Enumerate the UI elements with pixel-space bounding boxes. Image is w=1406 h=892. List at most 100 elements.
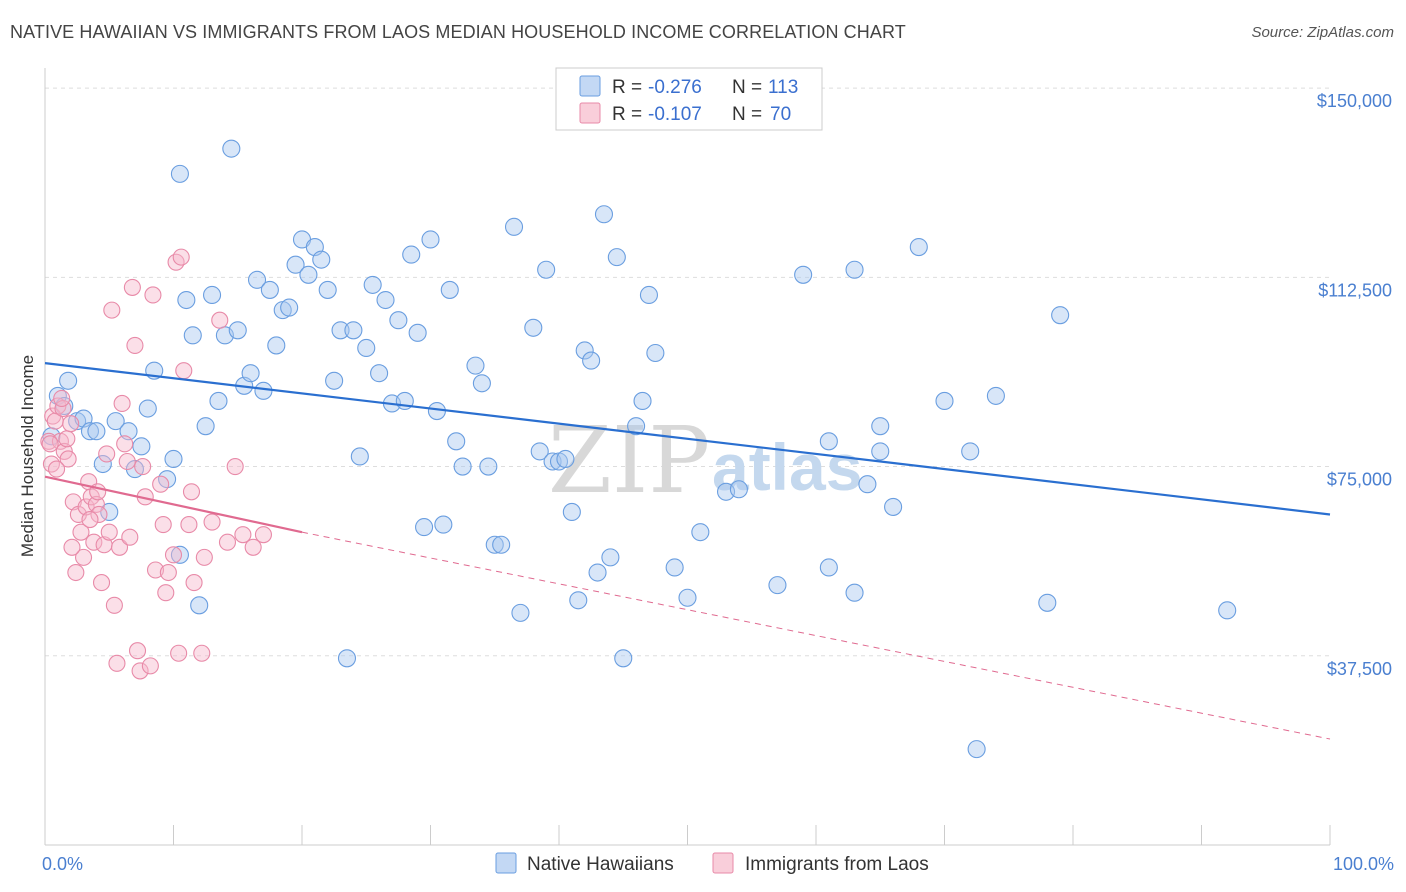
point-native-hawaiians	[254, 381, 273, 400]
point-native-hawaiians	[594, 205, 614, 224]
point-native-hawaiians	[164, 449, 183, 469]
point-native-hawaiians	[871, 442, 890, 461]
point-native-hawaiians	[530, 442, 549, 461]
point-native-hawaiians	[1038, 593, 1057, 612]
point-native-hawaiians	[337, 649, 357, 668]
point-immigrants-laos	[185, 574, 203, 592]
y-tick-label: $75,000	[1327, 470, 1392, 490]
point-immigrants-laos	[131, 662, 149, 680]
point-immigrants-laos	[180, 516, 198, 534]
point-native-hawaiians	[132, 437, 151, 456]
point-immigrants-laos	[87, 495, 105, 513]
point-immigrants-laos	[218, 533, 237, 551]
point-native-hawaiians	[819, 432, 838, 451]
point-native-hawaiians	[858, 475, 877, 494]
point-immigrants-laos	[144, 286, 162, 304]
point-native-hawaiians	[440, 280, 459, 299]
point-native-hawaiians	[177, 290, 196, 310]
point-native-hawaiians	[768, 576, 787, 595]
point-native-hawaiians	[845, 260, 864, 279]
point-native-hawaiians	[453, 457, 472, 476]
point-native-hawaiians	[357, 338, 376, 358]
bottom-legend-label-immigrants-laos: Immigrants from Laos	[745, 854, 929, 875]
x-tick-label-min: 0.0%	[42, 854, 83, 874]
point-native-hawaiians	[1218, 601, 1237, 620]
point-immigrants-laos	[126, 336, 144, 354]
point-native-hawaiians	[524, 318, 543, 337]
trendline-native-hawaiians	[44, 362, 1331, 516]
y-tick-label: $37,500	[1327, 659, 1392, 679]
point-native-hawaiians	[472, 374, 491, 393]
point-native-hawaiians	[691, 523, 710, 542]
point-immigrants-laos	[48, 460, 66, 478]
point-native-hawaiians	[402, 245, 421, 264]
point-native-hawaiians	[363, 275, 382, 294]
trend-layer	[44, 362, 1331, 740]
point-native-hawaiians	[196, 417, 215, 436]
point-native-hawaiians	[582, 351, 601, 370]
point-native-hawaiians	[260, 280, 279, 299]
trendline-immigrants-laos-extension	[301, 531, 1331, 740]
point-native-hawaiians	[331, 321, 350, 340]
point-native-hawaiians	[665, 558, 684, 577]
point-immigrants-laos	[172, 248, 190, 266]
point-immigrants-laos	[59, 450, 77, 468]
point-immigrants-laos	[123, 278, 141, 296]
point-native-hawaiians	[871, 417, 890, 436]
point-immigrants-laos	[193, 644, 211, 662]
point-immigrants-laos	[244, 538, 262, 556]
point-immigrants-laos	[72, 523, 90, 541]
point-immigrants-laos	[64, 493, 82, 511]
point-native-hawaiians	[627, 417, 646, 436]
point-native-hawaiians	[222, 139, 241, 158]
point-native-hawaiians	[961, 442, 980, 461]
legend-swatch-native-hawaiians	[579, 75, 601, 97]
bottom-legend-swatch-immigrants-laos	[712, 852, 734, 874]
point-native-hawaiians	[80, 422, 100, 441]
point-immigrants-laos	[103, 301, 121, 319]
point-immigrants-laos	[167, 253, 185, 271]
legend-r-value-1: -0.107	[648, 104, 702, 125]
point-native-hawaiians	[633, 391, 652, 410]
point-native-hawaiians	[280, 298, 299, 317]
labels-layer: $37,500 $75,000 $112,500 $150,000 0.0% 100.0%…	[18, 91, 1394, 874]
point-native-hawaiians	[607, 248, 626, 267]
chart-title: NATIVE HAWAIIAN VS IMMIGRANTS FROM LAOS …	[10, 22, 906, 42]
point-native-hawaiians	[819, 558, 838, 577]
point-native-hawaiians	[415, 518, 434, 537]
point-native-hawaiians	[228, 321, 247, 340]
point-immigrants-laos	[182, 483, 201, 501]
point-native-hawaiians	[537, 260, 556, 279]
point-immigrants-laos	[118, 452, 136, 471]
point-immigrants-laos	[121, 528, 139, 546]
point-native-hawaiians	[639, 285, 659, 305]
point-native-hawaiians	[138, 399, 157, 418]
point-native-hawaiians	[350, 447, 369, 466]
point-native-hawaiians	[511, 603, 530, 622]
point-native-hawaiians	[87, 422, 106, 441]
point-native-hawaiians	[421, 230, 440, 249]
point-immigrants-laos	[67, 563, 85, 582]
point-native-hawaiians	[370, 364, 389, 383]
legend-swatch-immigrants-laos	[579, 102, 601, 124]
legend-r-label-1: R =	[612, 104, 642, 125]
point-native-hawaiians	[909, 237, 928, 257]
point-immigrants-laos	[53, 389, 71, 407]
legend-n-value-1: 70	[770, 104, 791, 125]
point-native-hawaiians	[241, 364, 260, 383]
point-native-hawaiians	[447, 432, 466, 451]
watermark: ZIP atlas	[548, 407, 862, 514]
point-immigrants-laos	[116, 435, 134, 453]
point-native-hawaiians	[556, 449, 575, 469]
axes-layer	[44, 68, 1331, 846]
point-immigrants-laos	[58, 430, 76, 448]
point-immigrants-laos	[105, 596, 123, 614]
point-immigrants-laos	[77, 498, 95, 516]
point-native-hawaiians	[466, 356, 485, 375]
point-immigrants-laos	[63, 538, 81, 556]
point-native-hawaiians	[614, 649, 633, 668]
point-native-hawaiians	[729, 480, 748, 499]
point-native-hawaiians	[678, 588, 697, 607]
point-immigrants-laos	[81, 510, 99, 529]
